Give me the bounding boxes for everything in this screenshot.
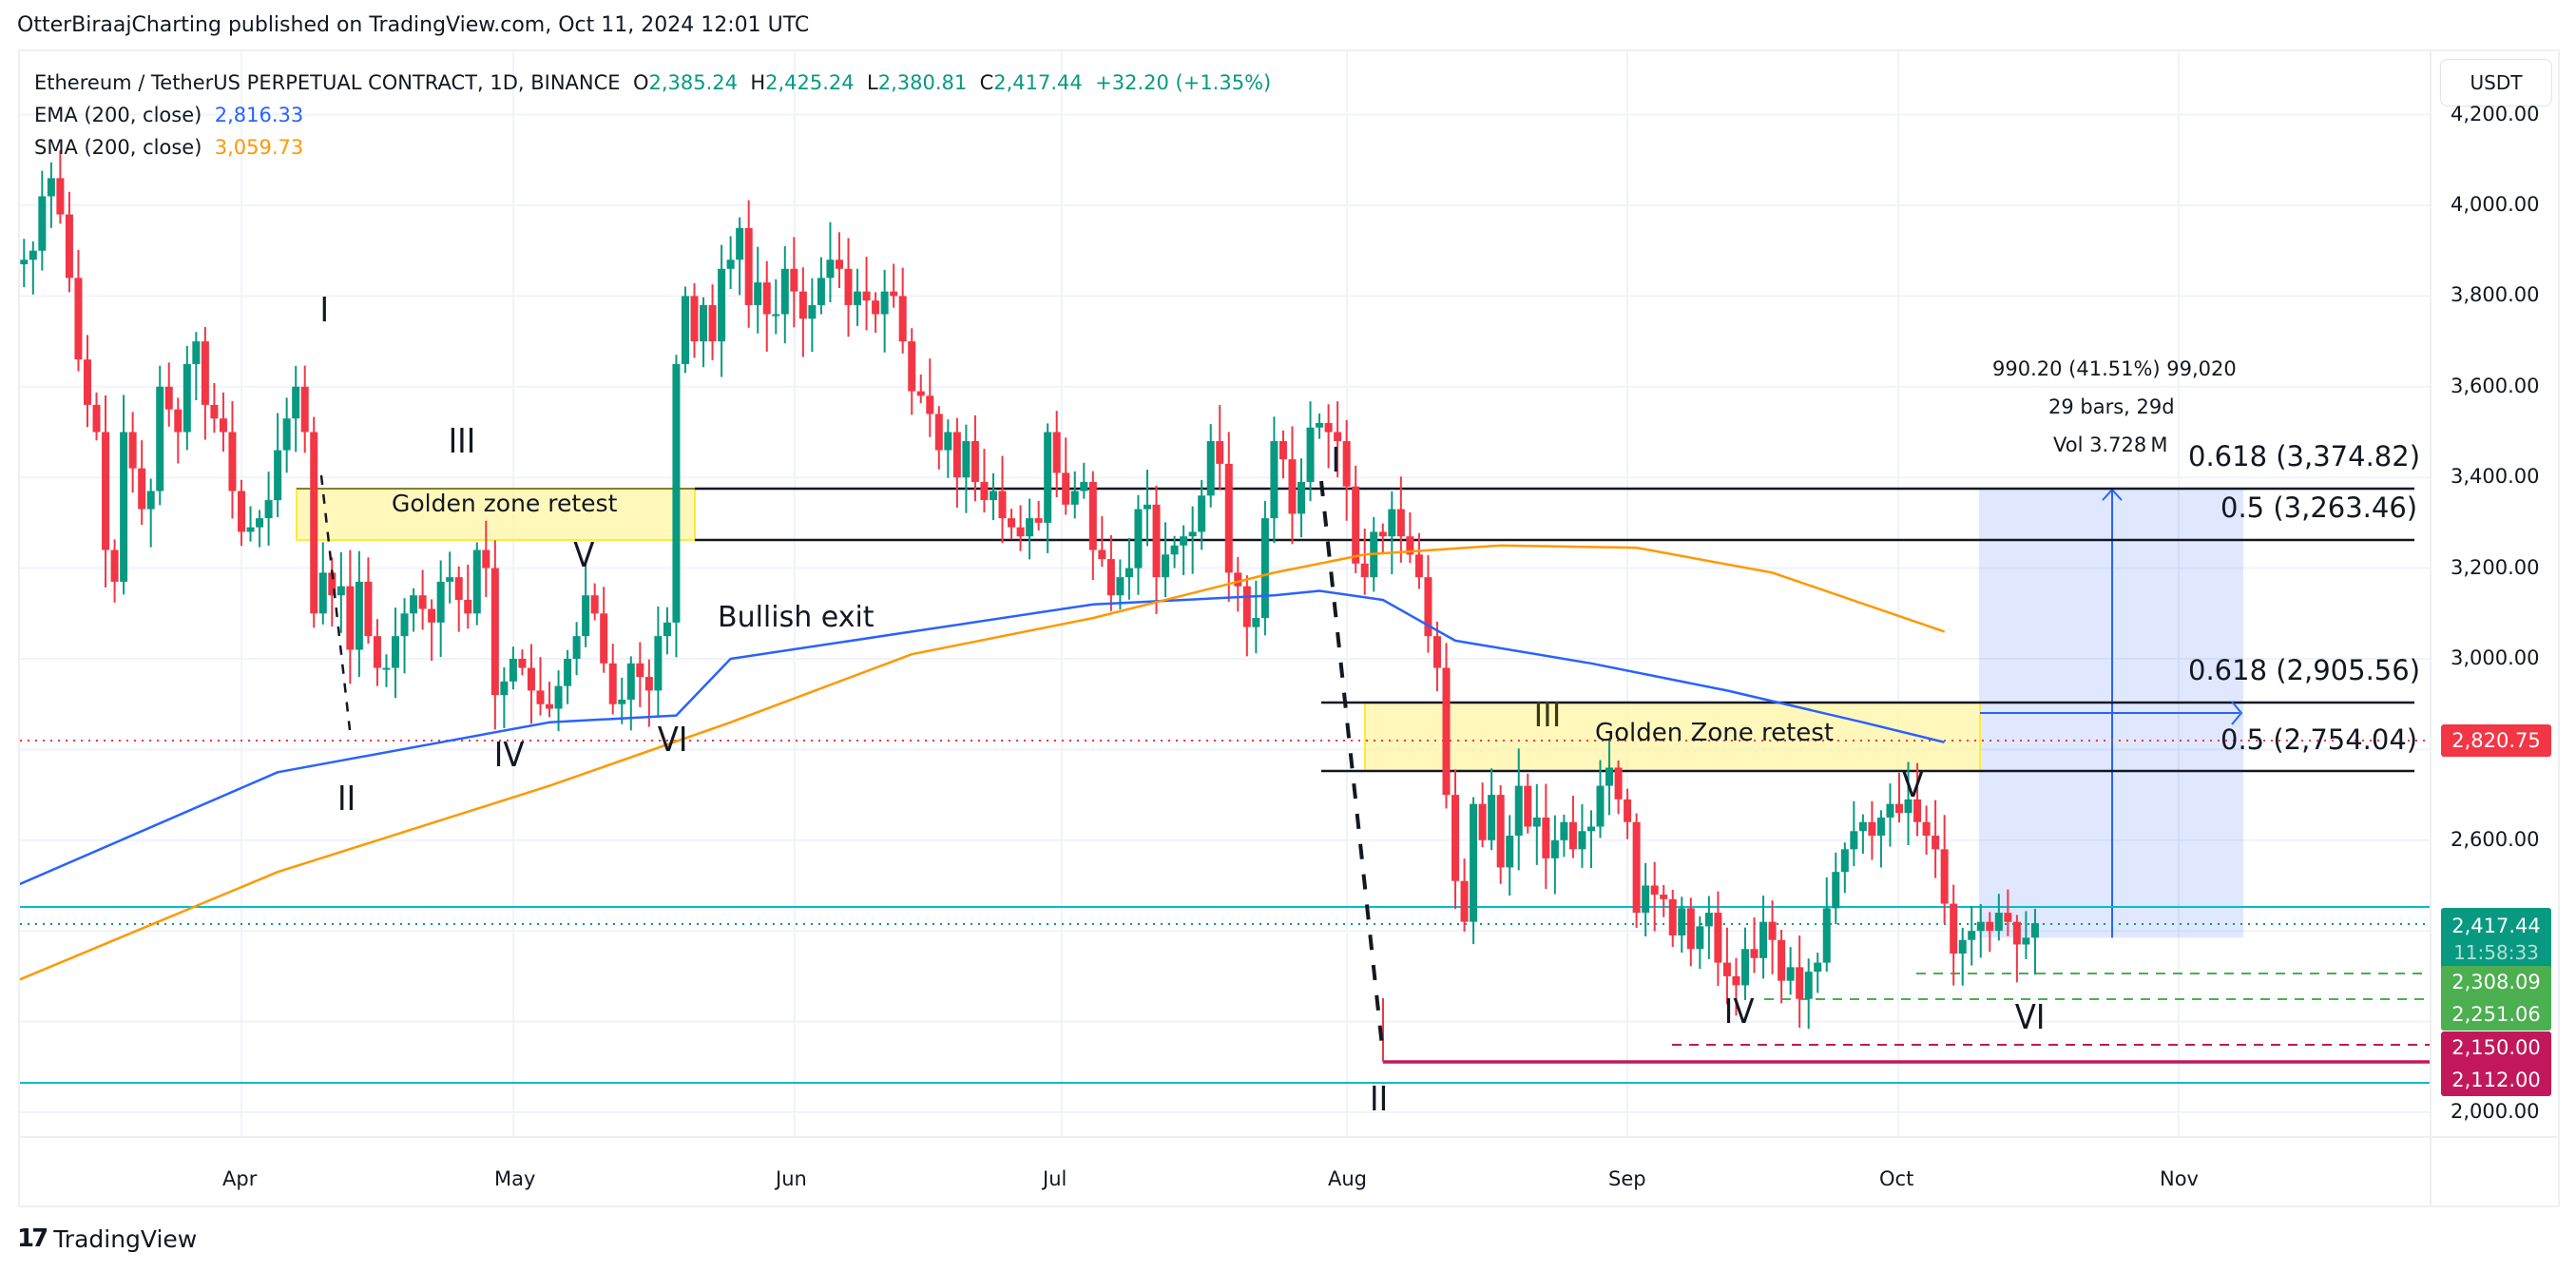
wave-label-left-2: II bbox=[337, 780, 356, 819]
wave-label-right-5: V bbox=[1902, 766, 1924, 805]
price-axis-label: 4,200.00 bbox=[2451, 102, 2540, 125]
time-axis-label: Apr bbox=[222, 1167, 258, 1190]
open-label: O bbox=[632, 71, 649, 94]
fib-upper-5-label: 0.5 (3,263.46) bbox=[2220, 491, 2418, 524]
ema-row[interactable]: EMA (200, close) 2,816.33 bbox=[34, 99, 1271, 131]
ema-label: EMA (200, close) bbox=[34, 104, 202, 126]
support-tag-3: 2,150.00 bbox=[2441, 1031, 2551, 1064]
price-axis-label: 4,000.00 bbox=[2451, 193, 2540, 216]
golden-zone-left-label: Golden zone retest bbox=[392, 490, 618, 517]
chart-frame bbox=[18, 49, 2560, 1207]
low-label: L bbox=[867, 71, 878, 94]
wave-label-left-6: VI bbox=[657, 721, 688, 760]
sma-label: SMA (200, close) bbox=[34, 136, 202, 159]
last-price-value: 2,417.44 bbox=[2451, 915, 2541, 937]
symbol-name[interactable]: Ethereum / TetherUS PERPETUAL CONTRACT, … bbox=[34, 71, 621, 94]
wave-label-left-5: V bbox=[573, 536, 595, 575]
price-axis-label: 3,200.00 bbox=[2451, 555, 2540, 579]
wave-label-right-4: IV bbox=[1723, 993, 1755, 1031]
tradingview-logo-text: TradingView bbox=[53, 1224, 198, 1253]
change-value: +32.20 (+1.35%) bbox=[1095, 71, 1272, 94]
close-label: C bbox=[979, 71, 994, 94]
publisher-line: OtterBiraajCharting published on Trading… bbox=[17, 13, 810, 37]
wave-label-right-2: II bbox=[1370, 1080, 1389, 1119]
time-axis-label: Jul bbox=[1043, 1167, 1067, 1190]
fib-upper-618-label: 0.618 (3,374.82) bbox=[2188, 440, 2421, 472]
time-axis-label: Sep bbox=[1608, 1167, 1646, 1190]
wave-label-left-3: III bbox=[448, 422, 476, 461]
support-tag-2: 2,251.06 bbox=[2441, 998, 2551, 1031]
fib-lower-5-label: 0.5 (2,754.04) bbox=[2220, 723, 2418, 756]
price-axis-label: 2,000.00 bbox=[2451, 1100, 2540, 1123]
price-axis-label: 3,400.00 bbox=[2451, 465, 2540, 489]
price-axis-label: 2,600.00 bbox=[2451, 827, 2540, 851]
time-axis-label: Oct bbox=[1879, 1167, 1914, 1190]
time-axis-label: Aug bbox=[1328, 1167, 1368, 1190]
high-label: H bbox=[750, 71, 766, 94]
measure-volume: Vol 3.728 M bbox=[2053, 434, 2168, 456]
tradingview-logo[interactable]: 17 TradingView bbox=[17, 1224, 197, 1253]
fib-lower-618-label: 0.618 (2,905.56) bbox=[2188, 654, 2421, 686]
last-price-tag: 2,417.44 11:58:33 bbox=[2441, 908, 2551, 971]
wave-label-right-6: VI bbox=[2014, 998, 2046, 1037]
low-value: 2,380.81 bbox=[877, 71, 968, 94]
time-axis-label: May bbox=[494, 1167, 536, 1190]
sma-value: 3,059.73 bbox=[214, 136, 304, 159]
high-value: 2,425.24 bbox=[765, 71, 855, 94]
sma-row[interactable]: SMA (200, close) 3,059.73 bbox=[34, 131, 1271, 164]
wave-label-right-1: I bbox=[1331, 441, 1341, 480]
time-axis-label: Jun bbox=[776, 1167, 807, 1190]
price-axis-label: 3,800.00 bbox=[2451, 283, 2540, 307]
price-axis-label: 3,600.00 bbox=[2451, 374, 2540, 397]
time-axis-label: Nov bbox=[2160, 1167, 2199, 1190]
support-tag-4: 2,112.00 bbox=[2441, 1064, 2551, 1096]
ema-value: 2,816.33 bbox=[214, 104, 304, 126]
wave-label-left-4: IV bbox=[493, 736, 525, 775]
countdown-timer: 11:58:33 bbox=[2453, 941, 2539, 964]
support-tag-1: 2,308.09 bbox=[2441, 966, 2551, 998]
measure-price-change: 990.20 (41.51%) 99,020 bbox=[1992, 357, 2237, 380]
measure-bars: 29 bars, 29d bbox=[2048, 395, 2175, 418]
bullish-exit-label: Bullish exit bbox=[718, 601, 875, 634]
golden-zone-right-label: Golden Zone retest bbox=[1595, 719, 1835, 747]
close-value: 2,417.44 bbox=[993, 71, 1083, 94]
chart-legend: Ethereum / TetherUS PERPETUAL CONTRACT, … bbox=[34, 67, 1271, 164]
tradingview-logo-icon: 17 bbox=[17, 1224, 48, 1253]
wave-label-right-3: III bbox=[1533, 696, 1562, 735]
wave-label-left-1: I bbox=[319, 291, 330, 330]
sma-price-tag: 2,820.75 bbox=[2441, 724, 2551, 757]
price-axis-label: 3,000.00 bbox=[2451, 646, 2540, 669]
currency-button[interactable]: USDT bbox=[2440, 59, 2552, 106]
open-value: 2,385.24 bbox=[648, 71, 738, 94]
symbol-row: Ethereum / TetherUS PERPETUAL CONTRACT, … bbox=[34, 67, 1271, 99]
